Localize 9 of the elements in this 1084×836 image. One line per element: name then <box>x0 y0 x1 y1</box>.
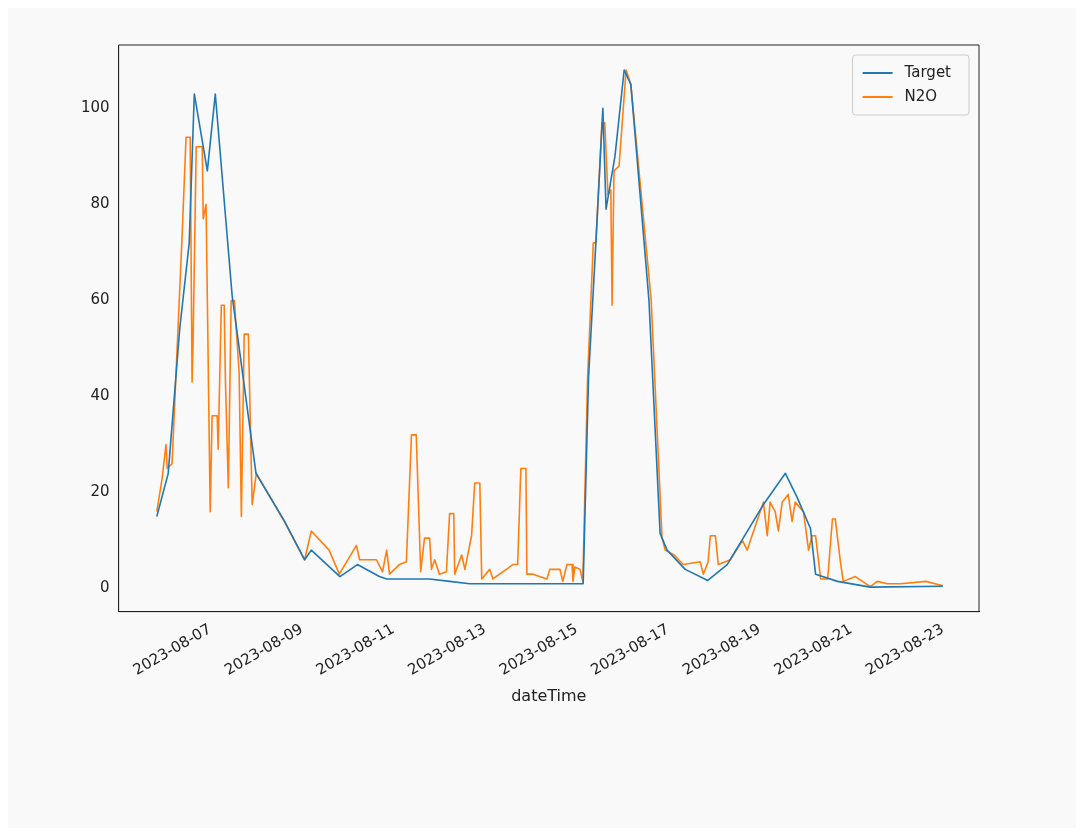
y-tick-label: 0 <box>100 578 110 597</box>
legend-label: Target <box>903 62 952 81</box>
y-tick-label: 100 <box>80 98 110 117</box>
y-tick-label: 20 <box>90 482 110 501</box>
x-axis-title: dateTime <box>511 685 587 705</box>
y-tick-label: 80 <box>90 194 110 213</box>
y-tick-label: 40 <box>90 386 110 405</box>
legend-label: N2O <box>904 86 938 105</box>
y-tick-label: 60 <box>90 290 110 309</box>
